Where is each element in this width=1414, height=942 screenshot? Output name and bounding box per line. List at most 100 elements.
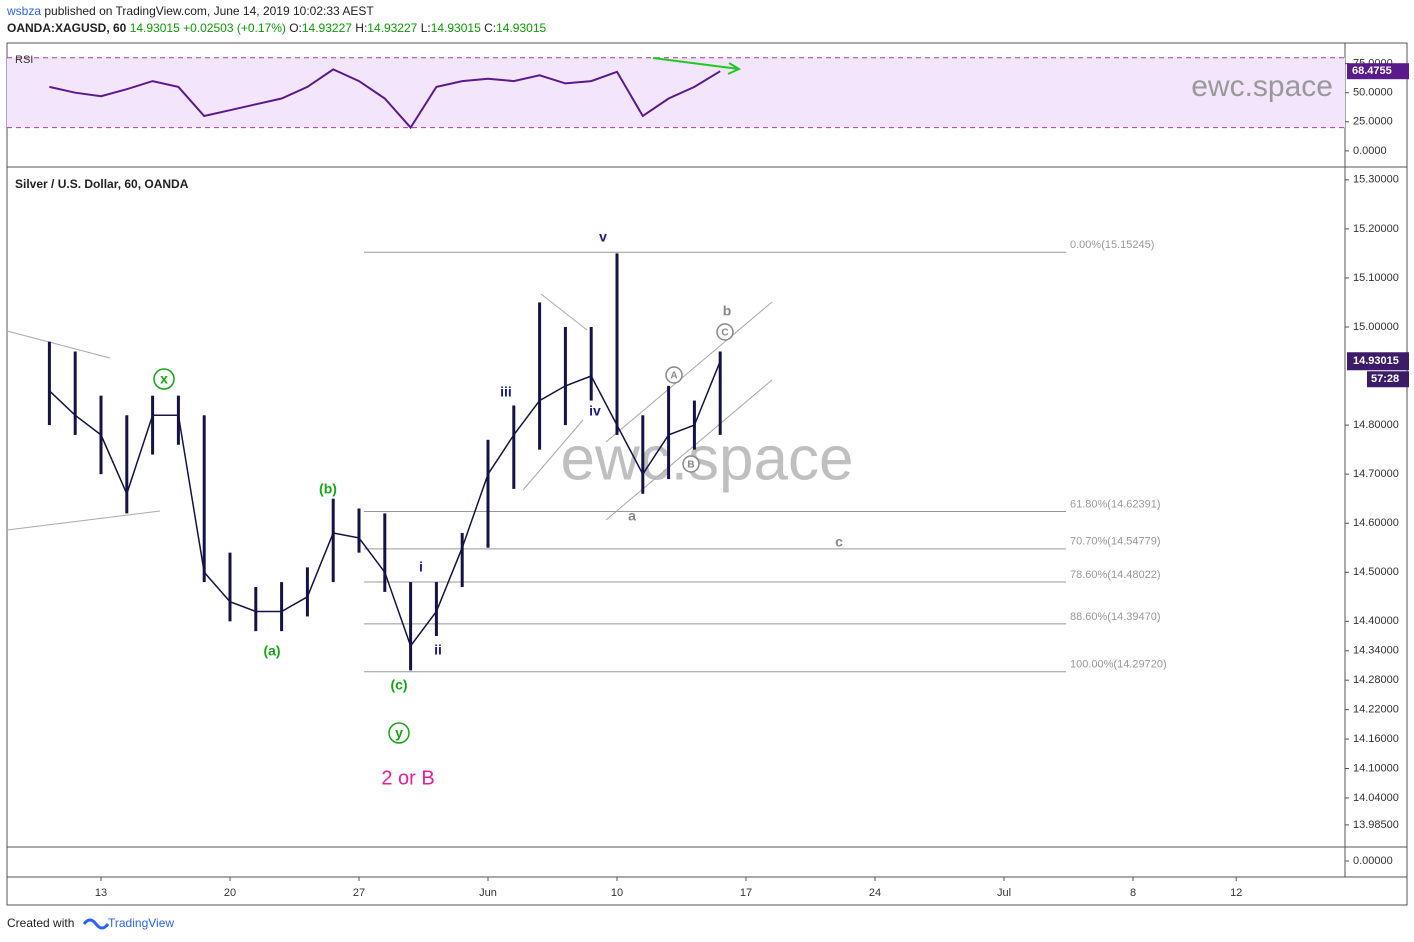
- range-bar: [460, 533, 464, 587]
- wave-label: (a): [263, 643, 280, 659]
- watermark: ewc.space: [1191, 70, 1333, 103]
- y-tick-label: 14.34000: [1353, 645, 1399, 657]
- y-tick-label: 14.04000: [1353, 792, 1399, 804]
- last-price-box: [1347, 352, 1409, 371]
- y-tick-label: 14.70000: [1353, 468, 1399, 480]
- wave-label: ii: [434, 642, 442, 658]
- y-tick-label: 15.10000: [1353, 272, 1399, 284]
- trend-line: [605, 301, 773, 443]
- wave-label: y: [395, 725, 403, 741]
- x-tick-label: 24: [869, 887, 881, 899]
- ohlc-value: 14.93227: [302, 21, 352, 35]
- y-tick-label: 15.30000: [1353, 174, 1399, 186]
- ohlc-label: H:: [355, 21, 367, 35]
- countdown: 57:28: [1371, 373, 1399, 385]
- divergence-arrow: [652, 57, 742, 75]
- range-bar: [538, 302, 542, 450]
- wave-circle: [682, 455, 700, 473]
- y-tick-label: 14.22000: [1353, 704, 1399, 716]
- fib-label: 78.60%(14.48022): [1070, 569, 1161, 581]
- range-bar: [305, 567, 309, 617]
- y-tick-label: 0.00000: [1353, 855, 1393, 867]
- y-tick-label: 15.20000: [1353, 223, 1399, 235]
- x-tick-label: 8: [1130, 887, 1136, 899]
- fib-label: 88.60%(14.39470): [1070, 611, 1161, 623]
- trend-line: [540, 293, 588, 331]
- range-bar: [202, 415, 206, 583]
- range-bar: [383, 513, 387, 592]
- y-tick-label: 14.16000: [1353, 733, 1399, 745]
- range-bar: [486, 439, 490, 548]
- x-tick-label: 27: [353, 887, 365, 899]
- watermark: ewc.space: [561, 424, 854, 493]
- change: +0.02503 (+0.17%): [183, 21, 286, 35]
- ohlc-value: 14.93015: [431, 21, 481, 35]
- x-tick-label: Jul: [997, 887, 1011, 899]
- wave-label: b: [723, 303, 732, 319]
- wave-label: iii: [500, 384, 512, 400]
- range-bar: [280, 582, 284, 632]
- wave-label: (c): [390, 677, 407, 693]
- range-bar: [254, 586, 258, 632]
- x-tick-label: 13: [95, 887, 107, 899]
- trend-line: [522, 419, 584, 491]
- range-bar: [563, 326, 567, 426]
- wave-label: 2 or B: [381, 767, 434, 789]
- x-tick-label: 12: [1230, 887, 1242, 899]
- ohlc-label: O:: [289, 21, 302, 35]
- logo: [82, 918, 110, 930]
- y-tick-label: 14.10000: [1353, 762, 1399, 774]
- created: Created with: [7, 916, 74, 930]
- x-tick-label: Jun: [479, 887, 497, 899]
- brand: TradingView: [108, 916, 174, 930]
- range-bar: [409, 582, 413, 671]
- y-tick-label: 14.60000: [1353, 517, 1399, 529]
- frame: [6, 42, 1408, 906]
- wave-label: B: [687, 460, 694, 471]
- range-bar: [331, 498, 335, 583]
- y-tick-label: 25.0000: [1353, 116, 1393, 128]
- wave-circle: [388, 722, 410, 744]
- symbol-line: OANDA:XAGUSD, 60 14.93015 +0.02503 (+0.1…: [7, 21, 546, 35]
- range-bar: [667, 385, 671, 480]
- y-tick-label: 13.98500: [1353, 819, 1399, 831]
- pane-title: Silver / U.S. Dollar, 60, OANDA: [15, 177, 189, 191]
- wave-circle: [153, 368, 175, 390]
- wave-label: v: [599, 229, 607, 245]
- wave-circle: [665, 366, 683, 384]
- ohlc-value: 14.93227: [367, 21, 417, 35]
- range-bar: [641, 415, 645, 494]
- rsi-band: [7, 57, 1345, 128]
- y-tick-label: 50.0000: [1353, 87, 1393, 99]
- wave-label: x: [160, 371, 168, 387]
- wave-label: c: [835, 534, 843, 550]
- trend-line: [605, 379, 773, 521]
- range-bar: [615, 253, 619, 435]
- last-price-label: 14.93015: [1353, 355, 1399, 367]
- last-value-label: 68.4755: [1352, 65, 1392, 77]
- header-line: wsbza published on TradingView.com, June…: [6, 4, 374, 18]
- series-line: [49, 68, 721, 130]
- last-value-box: [1347, 63, 1409, 80]
- y-tick-label: 15.00000: [1353, 321, 1399, 333]
- range-bar: [512, 405, 516, 489]
- fib-label: 61.80%(14.62391): [1070, 498, 1161, 510]
- range-bar: [151, 395, 155, 455]
- range-bar: [718, 351, 722, 435]
- wave-circle: [716, 323, 734, 341]
- x-tick-label: 17: [740, 887, 752, 899]
- y-tick-label: 14.28000: [1353, 674, 1399, 686]
- range-bar: [125, 415, 129, 514]
- symbol: OANDA:XAGUSD, 60: [7, 21, 127, 35]
- wave-label: C: [721, 328, 728, 339]
- fib-label: 100.00%(14.29720): [1070, 659, 1167, 671]
- range-bar: [228, 552, 232, 622]
- range-bar: [47, 341, 51, 426]
- wave-label: i: [419, 559, 423, 575]
- x-tick-label: 20: [224, 887, 236, 899]
- series-line: [48, 361, 721, 648]
- y-tick-label: 14.50000: [1353, 566, 1399, 578]
- ohlc-value: 14.93015: [496, 21, 546, 35]
